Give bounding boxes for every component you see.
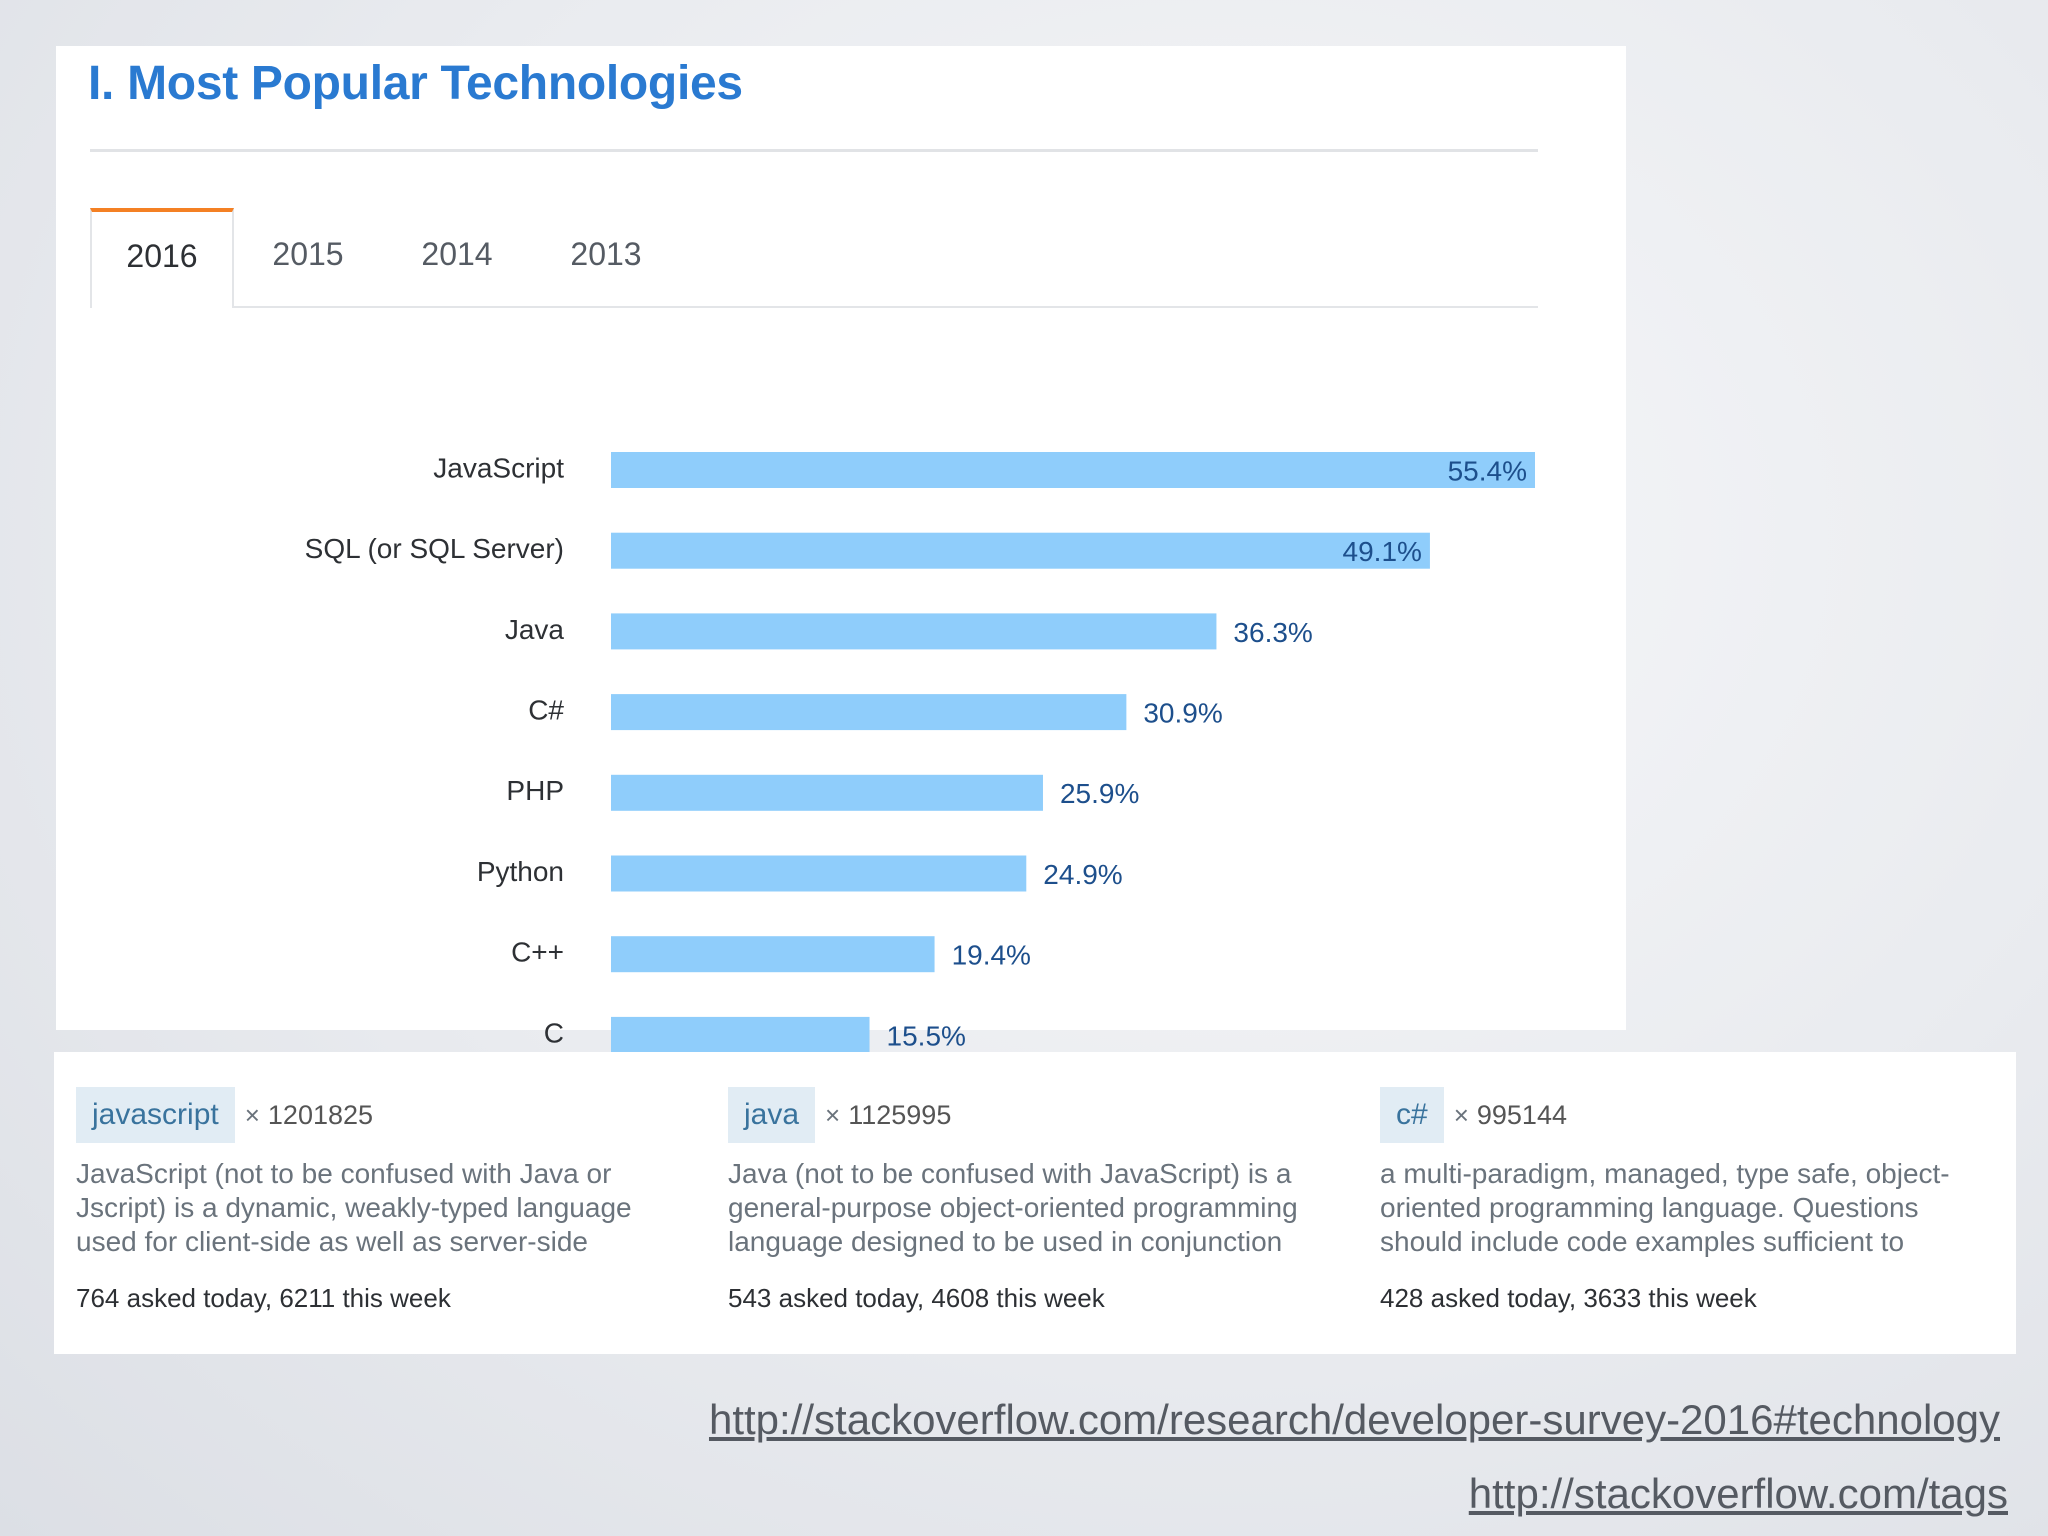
value-label: 19.4%: [952, 940, 1031, 971]
category-label: SQL (or SQL Server): [305, 533, 564, 564]
category-label: C#: [528, 694, 564, 725]
bar: [611, 532, 1430, 569]
tab-2013[interactable]: 2013: [570, 236, 642, 272]
bar: [611, 613, 1217, 650]
category-label: C: [544, 1017, 564, 1048]
tag-csharp[interactable]: c#: [1380, 1087, 1444, 1143]
survey-source-link[interactable]: http://stackoverflow.com/research/develo…: [708, 1396, 2000, 1443]
value-label: 24.9%: [1043, 859, 1122, 890]
tags-source-link[interactable]: http://stackoverflow.com/tags: [1468, 1470, 2008, 1517]
value-label: 25.9%: [1060, 778, 1139, 809]
multiply-icon: ×: [244, 1099, 260, 1130]
tag-stats: 764 asked today, 6211 this week: [76, 1283, 451, 1313]
tag-card-javascript: javascript × 1201825 JavaScript (not to …: [76, 1087, 686, 1314]
bar: [611, 452, 1535, 488]
tag-description: Java (not to be confused with JavaScript…: [728, 1158, 1298, 1257]
tab-2015[interactable]: 2015: [272, 236, 344, 272]
tag-stats: 428 asked today, 3633 this week: [1380, 1283, 1757, 1313]
page-title: I. Most Popular Technologies: [88, 57, 743, 110]
bar: [611, 855, 1027, 892]
value-label: 36.3%: [1233, 617, 1312, 648]
tag-card-csharp: c# × 995144 a multi-paradigm, managed, t…: [1380, 1087, 1990, 1314]
tag-description: JavaScript (not to be confused with Java…: [76, 1158, 632, 1257]
multiply-icon: ×: [1453, 1099, 1469, 1130]
value-label: 49.1%: [1343, 536, 1422, 567]
tab-2016[interactable]: 2016: [90, 208, 234, 308]
multiply-icon: ×: [825, 1099, 841, 1130]
category-label: JavaScript: [433, 452, 564, 483]
tag-count: 1125995: [848, 1099, 952, 1130]
value-label: 30.9%: [1143, 697, 1222, 728]
tag-javascript[interactable]: javascript: [76, 1087, 235, 1143]
tab-2014[interactable]: 2014: [421, 236, 493, 272]
category-label: C++: [511, 937, 564, 968]
value-label: 55.4%: [1448, 455, 1527, 486]
bar: [611, 774, 1043, 811]
survey-panel: I. Most Popular Technologies 2016 2015 2…: [56, 46, 1626, 1053]
tag-java[interactable]: java: [728, 1087, 816, 1143]
tag-count: 995144: [1476, 1099, 1567, 1130]
category-label: PHP: [506, 775, 564, 806]
value-label: 15.5%: [887, 1020, 966, 1051]
category-label: Python: [477, 856, 564, 887]
bar: [611, 1016, 870, 1053]
tag-card-header: c# × 995144: [1380, 1087, 1990, 1143]
tag-card-java: java × 1125995 Java (not to be confused …: [728, 1087, 1338, 1314]
technology-bar-chart: JavaScript 55.4% SQL (or SQL Server) 49.1% J…: [305, 452, 1535, 1053]
title-divider: [90, 149, 1538, 152]
tag-card-header: javascript × 1201825: [76, 1087, 686, 1143]
tag-count: 1201825: [267, 1099, 374, 1130]
tag-cards: javascript × 1201825 JavaScript (not to …: [54, 1052, 2016, 1354]
year-tabs: 2016 2015 2014 2013: [90, 208, 1538, 308]
bar: [611, 694, 1127, 731]
bar: [611, 936, 935, 973]
tag-stats: 543 asked today, 4608 this week: [728, 1283, 1105, 1313]
tag-description: a multi-paradigm, managed, type safe, ob…: [1380, 1158, 1950, 1257]
tag-card-header: java × 1125995: [728, 1087, 1338, 1143]
category-label: Java: [505, 614, 565, 645]
